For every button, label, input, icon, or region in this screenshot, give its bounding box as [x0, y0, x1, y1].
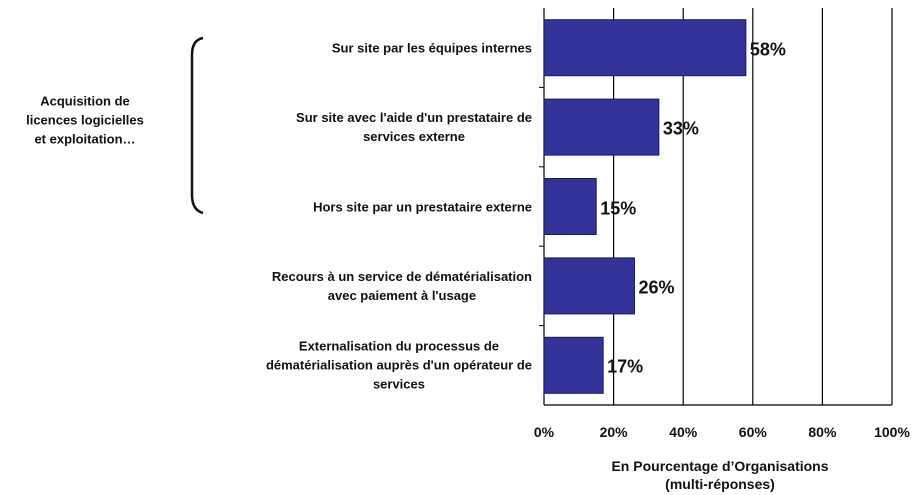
data-label: 26% [638, 277, 675, 298]
data-label: 15% [600, 198, 637, 218]
x-tick-label: 80% [808, 424, 837, 440]
bar [543, 257, 635, 315]
bar [543, 336, 604, 394]
y-tick-label: Sur site avec l'aide d'un prestataire de… [296, 110, 532, 145]
group-brace [190, 36, 204, 215]
x-tick-label: 100% [874, 424, 910, 440]
x-tick-label: 0% [533, 424, 555, 440]
x-tick-label: 40% [669, 424, 698, 440]
y-tick-label: Hors site par un prestataire externe [313, 199, 532, 214]
data-label: 17% [607, 356, 644, 377]
data-label: 33% [662, 118, 699, 139]
y-tick-label: Recours à un service de dématérialisatio… [271, 268, 532, 303]
group-label: Acquisition de licences logicielles et e… [26, 93, 144, 147]
bar [543, 19, 747, 77]
x-axis-label: En Pourcentage d’Organisations (multi-ré… [611, 458, 829, 492]
x-tick-label: 60% [738, 424, 767, 440]
y-tick-label: Sur site par les équipes internes [331, 40, 532, 56]
data-label: 58% [749, 39, 786, 60]
x-tick-label: 20% [599, 424, 628, 440]
bar [543, 98, 660, 156]
y-tick-label: Externalisation du processus de dématéri… [265, 338, 532, 392]
bar [543, 178, 597, 235]
